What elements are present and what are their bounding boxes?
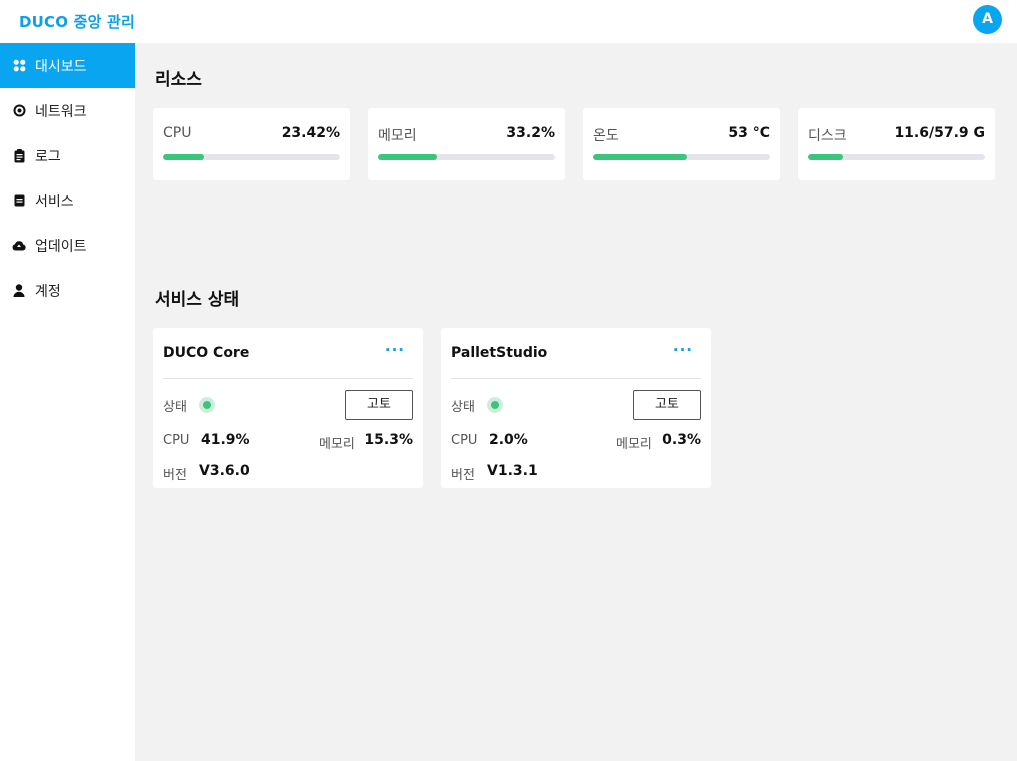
progress-fill (378, 154, 437, 160)
more-horizontal-icon[interactable]: ··· (672, 341, 693, 359)
sidebar-item-log[interactable]: 로그 (0, 133, 135, 178)
status-label: 상태 (163, 400, 187, 415)
progress-track (163, 154, 340, 160)
sidebar-item-label: 계정 (35, 283, 61, 300)
version-value: V3.6.0 (199, 463, 250, 479)
progress-fill (593, 154, 687, 160)
cpu-label: CPU (163, 433, 190, 448)
memory-value: 15.3% (364, 432, 413, 448)
fix-button[interactable]: 고토 (345, 390, 413, 420)
sidebar-item-label: 업데이트 (35, 238, 87, 255)
resource-card-temperature: 온도 53 °C (583, 108, 780, 180)
resource-value: 11.6/57.9 G (894, 125, 985, 141)
sidebar-item-dashboard[interactable]: 대시보드 (0, 43, 135, 88)
more-horizontal-icon[interactable]: ··· (384, 341, 405, 359)
sidebar: 대시보드 네트워크 로그 서비스 업데이트 계정 (0, 43, 135, 761)
cpu-label: CPU (451, 433, 478, 448)
sidebar-item-label: 서비스 (35, 193, 74, 210)
user-icon (12, 284, 26, 298)
dashboard-icon (12, 59, 26, 73)
fix-button[interactable]: 고토 (633, 390, 701, 420)
progress-fill (163, 154, 205, 160)
sidebar-item-label: 네트워크 (35, 103, 87, 120)
resource-label: CPU (163, 125, 192, 141)
service-name: PalletStudio (451, 345, 548, 361)
resource-value: 23.42% (281, 125, 340, 141)
version-label: 버전 (163, 468, 187, 483)
memory-label: 메모리 (616, 437, 652, 452)
status-label: 상태 (451, 400, 475, 415)
network-icon (12, 104, 26, 118)
cloud-update-icon (12, 239, 26, 253)
log-icon (12, 148, 26, 163)
main-content: 리소스 CPU 23.42% 메모리 33.2% 온도 53 °C 디스크 11… (135, 43, 1017, 761)
sidebar-item-label: 대시보드 (35, 58, 87, 75)
cpu-value: 41.9% (201, 432, 250, 448)
progress-track (808, 154, 985, 160)
status-indicator (199, 397, 215, 413)
progress-fill (808, 154, 844, 160)
user-avatar[interactable]: A (973, 5, 1002, 34)
resource-card-disk: 디스크 11.6/57.9 G (798, 108, 995, 180)
resource-label: 메모리 (378, 128, 417, 144)
resource-card-memory: 메모리 33.2% (368, 108, 565, 180)
progress-track (378, 154, 555, 160)
service-card-pallet-studio: PalletStudio ··· 상태 고토 CPU 2.0% 메모리 0.3%… (441, 328, 711, 488)
version-value: V1.3.1 (487, 463, 538, 479)
resource-label: 온도 (593, 128, 619, 144)
sidebar-item-service[interactable]: 서비스 (0, 178, 135, 223)
service-name: DUCO Core (163, 345, 250, 361)
sidebar-item-update[interactable]: 업데이트 (0, 223, 135, 268)
cpu-value: 2.0% (489, 432, 528, 448)
resources-title: 리소스 (155, 70, 202, 90)
resource-card-cpu: CPU 23.42% (153, 108, 350, 180)
app-title[interactable]: DUCO 중앙 관리 (19, 13, 136, 31)
services-title: 서비스 상태 (155, 290, 240, 310)
progress-track (593, 154, 770, 160)
version-label: 버전 (451, 468, 475, 483)
resource-label: 디스크 (808, 128, 847, 144)
resource-value: 53 °C (728, 125, 770, 141)
service-icon (12, 194, 26, 208)
memory-label: 메모리 (319, 437, 355, 452)
divider (451, 378, 701, 379)
divider (163, 378, 413, 379)
top-bar: DUCO 중앙 관리 A (0, 0, 1017, 43)
status-indicator (487, 397, 503, 413)
memory-value: 0.3% (662, 432, 701, 448)
sidebar-item-network[interactable]: 네트워크 (0, 88, 135, 133)
sidebar-item-label: 로그 (35, 148, 61, 165)
service-card-duco-core: DUCO Core ··· 상태 고토 CPU 41.9% 메모리 15.3% … (153, 328, 423, 488)
resource-value: 33.2% (506, 125, 555, 141)
sidebar-item-account[interactable]: 계정 (0, 268, 135, 313)
